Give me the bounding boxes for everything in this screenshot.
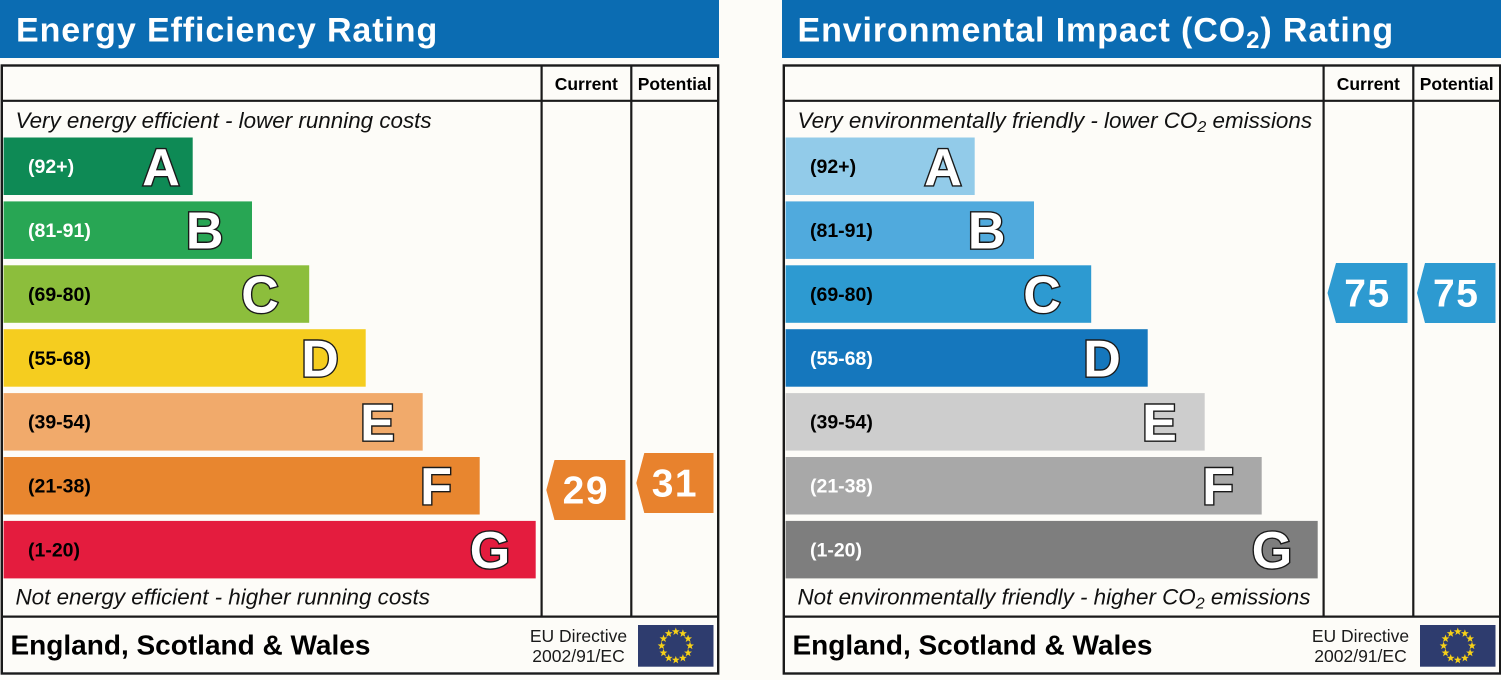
svg-text:(69-80): (69-80) bbox=[810, 284, 873, 306]
svg-text:England, Scotland & Wales: England, Scotland & Wales bbox=[793, 630, 1153, 661]
svg-text:(69-80): (69-80) bbox=[28, 284, 91, 306]
svg-text:G: G bbox=[1252, 522, 1292, 580]
svg-text:E: E bbox=[1142, 394, 1177, 452]
svg-text:(39-54): (39-54) bbox=[810, 412, 873, 434]
svg-text:B: B bbox=[186, 203, 224, 261]
svg-text:(1-20): (1-20) bbox=[810, 539, 862, 561]
svg-text:A: A bbox=[924, 139, 962, 197]
svg-text:(21-38): (21-38) bbox=[28, 476, 91, 498]
svg-text:Potential: Potential bbox=[638, 74, 712, 94]
svg-text:(55-68): (55-68) bbox=[810, 348, 873, 370]
svg-text:E: E bbox=[360, 394, 395, 452]
svg-text:G: G bbox=[470, 522, 510, 580]
svg-text:Very environmentally friendly: Very environmentally friendly - lower CO… bbox=[798, 108, 1313, 136]
svg-text:A: A bbox=[142, 139, 180, 197]
svg-text:29: 29 bbox=[563, 470, 609, 513]
svg-text:(92+): (92+) bbox=[28, 156, 74, 178]
svg-text:D: D bbox=[301, 330, 339, 388]
svg-text:Not energy efficient - higher: Not energy efficient - higher running co… bbox=[16, 585, 430, 610]
svg-text:(1-20): (1-20) bbox=[28, 539, 80, 561]
svg-text:75: 75 bbox=[1433, 273, 1479, 316]
svg-text:B: B bbox=[968, 203, 1006, 261]
svg-text:EU Directive: EU Directive bbox=[1312, 626, 1409, 646]
svg-text:England, Scotland & Wales: England, Scotland & Wales bbox=[11, 630, 371, 661]
svg-text:2002/91/EC: 2002/91/EC bbox=[532, 646, 624, 666]
svg-text:31: 31 bbox=[652, 463, 698, 506]
svg-text:C: C bbox=[241, 267, 279, 325]
svg-text:Not environmentally friendly -: Not environmentally friendly - higher CO… bbox=[798, 585, 1311, 613]
svg-text:Current: Current bbox=[555, 74, 618, 94]
svg-text:Very energy efficient - lower: Very energy efficient - lower running co… bbox=[16, 108, 432, 133]
svg-text:Current: Current bbox=[1337, 74, 1400, 94]
svg-text:(81-91): (81-91) bbox=[810, 220, 873, 242]
svg-text:(92+): (92+) bbox=[810, 156, 856, 178]
svg-text:(21-38): (21-38) bbox=[810, 476, 873, 498]
svg-text:Environmental Impact (CO2) Rat: Environmental Impact (CO2) Rating bbox=[798, 12, 1395, 55]
svg-text:(39-54): (39-54) bbox=[28, 412, 91, 434]
svg-text:Potential: Potential bbox=[1420, 74, 1494, 94]
svg-text:75: 75 bbox=[1344, 273, 1390, 316]
svg-text:EU Directive: EU Directive bbox=[530, 626, 627, 646]
svg-text:Energy Efficiency Rating: Energy Efficiency Rating bbox=[16, 12, 438, 50]
svg-text:F: F bbox=[1202, 458, 1234, 516]
svg-text:F: F bbox=[420, 458, 452, 516]
svg-text:2002/91/EC: 2002/91/EC bbox=[1314, 646, 1406, 666]
svg-text:D: D bbox=[1083, 330, 1121, 388]
svg-text:(81-91): (81-91) bbox=[28, 220, 91, 242]
svg-text:C: C bbox=[1023, 267, 1061, 325]
svg-text:(55-68): (55-68) bbox=[28, 348, 91, 370]
